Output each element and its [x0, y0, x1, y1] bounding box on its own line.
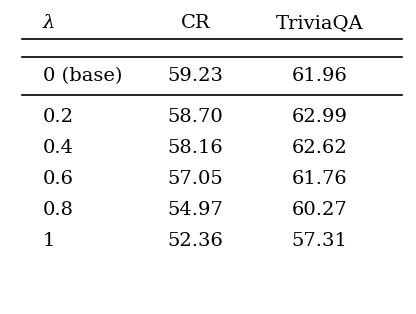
Text: 1: 1	[43, 232, 55, 250]
Text: 58.16: 58.16	[168, 139, 223, 157]
Text: 0.2: 0.2	[43, 107, 74, 126]
Text: 0.6: 0.6	[43, 170, 74, 188]
Text: 62.99: 62.99	[292, 107, 348, 126]
Text: 0.4: 0.4	[43, 139, 74, 157]
Text: 62.62: 62.62	[292, 139, 347, 157]
Text: 52.36: 52.36	[168, 232, 223, 250]
Text: 0.8: 0.8	[43, 201, 74, 219]
Text: 0 (base): 0 (base)	[43, 67, 122, 85]
Text: 60.27: 60.27	[292, 201, 347, 219]
Text: 61.76: 61.76	[292, 170, 347, 188]
Text: 59.23: 59.23	[168, 67, 224, 85]
Text: λ: λ	[43, 14, 55, 32]
Text: 58.70: 58.70	[168, 107, 223, 126]
Text: 57.05: 57.05	[168, 170, 223, 188]
Text: CR: CR	[181, 14, 210, 32]
Text: 54.97: 54.97	[168, 201, 223, 219]
Text: 57.31: 57.31	[292, 232, 347, 250]
Text: TriviaQA: TriviaQA	[276, 14, 364, 32]
Text: 61.96: 61.96	[292, 67, 347, 85]
